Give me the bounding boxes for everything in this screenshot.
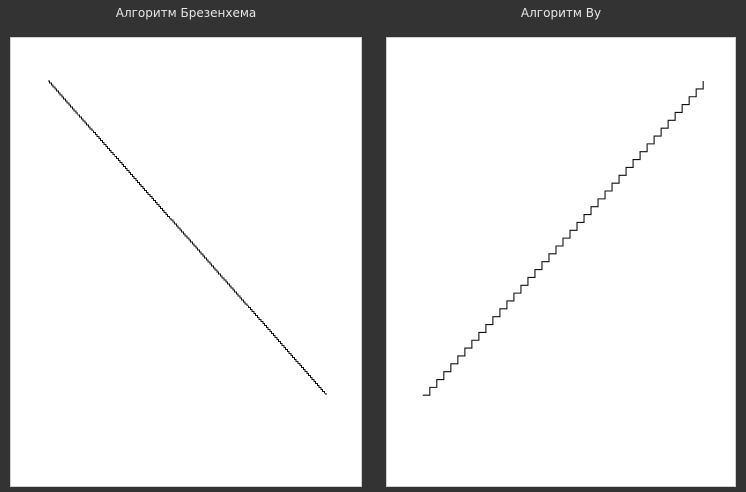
bresenham-drawing bbox=[47, 80, 327, 396]
bresenham-line bbox=[47, 80, 327, 396]
wu-panel-title: Алгоритм Ву bbox=[520, 6, 602, 20]
bresenham-canvas[interactable] bbox=[10, 37, 362, 487]
bresenham-panel-title: Алгоритм Брезенхема bbox=[115, 6, 257, 20]
wu-line bbox=[422, 81, 704, 396]
wu-canvas[interactable] bbox=[386, 37, 736, 487]
wu-drawing bbox=[422, 81, 704, 396]
